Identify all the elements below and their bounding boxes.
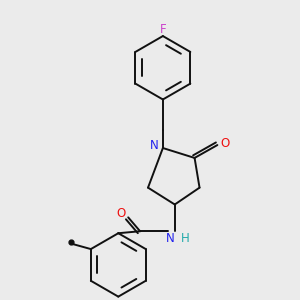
Text: F: F	[160, 22, 166, 36]
Text: O: O	[117, 207, 126, 220]
Text: N: N	[150, 139, 158, 152]
Text: O: O	[221, 136, 230, 150]
Text: H: H	[181, 232, 190, 245]
Text: N: N	[165, 232, 174, 245]
